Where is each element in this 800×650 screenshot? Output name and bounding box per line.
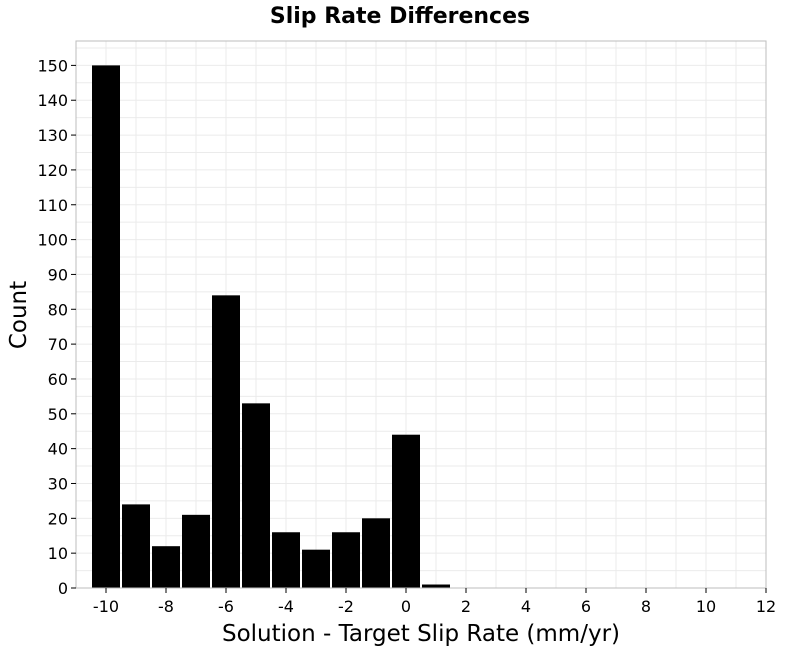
x-tick-label: 4 [521,597,531,616]
y-tick-label: 30 [48,474,68,493]
y-tick-label: 120 [37,161,68,180]
histogram-bar [92,65,120,588]
x-tick-label: -10 [93,597,119,616]
y-tick-label: 140 [37,91,68,110]
x-axis-ticks: -10 -8 -6 -4 -2 0 2 4 6 8 10 12 [93,588,776,616]
bars [92,65,450,588]
y-tick-label: 20 [48,509,68,528]
histogram-bar [332,532,360,588]
y-tick-label: 50 [48,405,68,424]
x-tick-label: 8 [641,597,651,616]
y-tick-label: 100 [37,231,68,250]
x-tick-label: 6 [581,597,591,616]
histogram-bar [152,546,180,588]
y-tick-label: 10 [48,544,68,563]
chart-title: Slip Rate Differences [270,4,530,29]
histogram-bar [242,403,270,588]
x-tick-label: 2 [461,597,471,616]
histogram-bar [302,549,330,588]
x-axis-label: Solution - Target Slip Rate (mm/yr) [222,621,620,647]
y-tick-label: 0 [58,579,68,598]
x-tick-label: -8 [158,597,174,616]
y-tick-label: 40 [48,440,68,459]
x-tick-label: 0 [401,597,411,616]
histogram-bar [422,584,450,588]
y-axis-label: Count [6,281,32,349]
plot-frame [75,40,767,589]
y-tick-label: 60 [48,370,68,389]
x-tick-label: 12 [756,597,776,616]
y-tick-label: 70 [48,335,68,354]
x-tick-label: -4 [278,597,294,616]
histogram-bar [212,295,240,588]
y-tick-label: 90 [48,265,68,284]
y-tick-label: 150 [37,56,68,75]
x-tick-label: 10 [696,597,716,616]
y-axis-ticks: 0 10 20 30 40 50 60 70 80 90 100 110 120 130 140 150 [37,56,76,598]
histogram-bar [182,514,210,588]
y-tick-label: 80 [48,300,68,319]
y-tick-label: 110 [37,196,68,215]
histogram-bar [362,518,390,588]
histogram-bar [122,504,150,588]
x-tick-label: -6 [218,597,234,616]
histogram-bar [272,532,300,588]
y-tick-label: 130 [37,126,68,145]
grid [76,41,766,588]
x-tick-label: -2 [338,597,354,616]
histogram-bar [392,434,420,588]
